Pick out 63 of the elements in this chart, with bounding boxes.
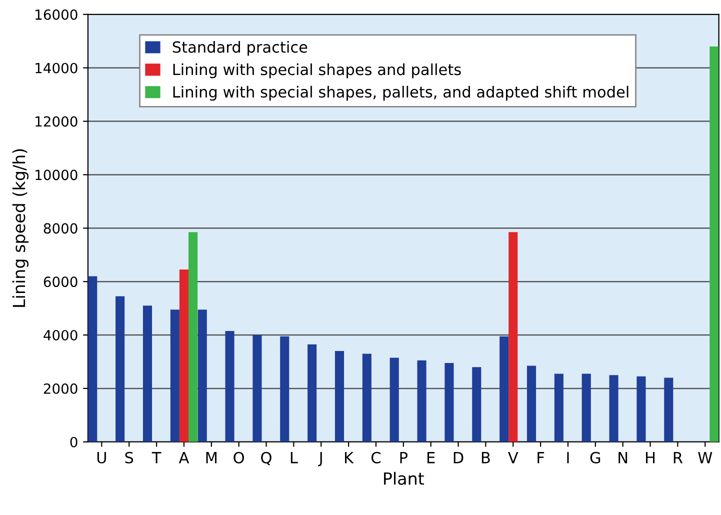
- bar: [116, 296, 125, 442]
- bar: [636, 376, 646, 442]
- x-tick-label: N: [618, 452, 628, 464]
- y-axis-title: Lining speed (kg/h): [12, 149, 28, 307]
- x-tick-label: Q: [261, 452, 272, 466]
- y-tick-label: 0: [70, 436, 78, 448]
- bar: [280, 336, 290, 442]
- x-tick-label: I: [567, 452, 569, 464]
- legend-label: Standard practice: [172, 40, 308, 56]
- x-tick-label: B: [482, 452, 490, 464]
- x-tick-label: T: [152, 452, 162, 464]
- bar: [198, 310, 207, 442]
- bar: [252, 335, 262, 442]
- y-tick-label: 12000: [36, 116, 78, 127]
- x-tick-label: K: [345, 452, 354, 464]
- bar: [170, 310, 180, 442]
- x-tick-label: V: [508, 452, 518, 464]
- x-tick-label: P: [400, 452, 408, 464]
- bar: [664, 378, 674, 442]
- y-tick-label: 10000: [36, 170, 78, 180]
- x-tick-label: J: [318, 452, 322, 466]
- x-tick-label: F: [538, 452, 544, 464]
- y-tick-label: 6000: [44, 276, 78, 288]
- y-tick-label: 4000: [44, 330, 78, 340]
- bar: [142, 306, 152, 442]
- bar: [88, 276, 98, 442]
- bar: [500, 336, 509, 442]
- y-tick-label: 2000: [44, 383, 78, 394]
- bar: [554, 374, 564, 442]
- bar: [188, 232, 198, 442]
- y-tick-label: 16000: [36, 9, 78, 20]
- bar: [472, 367, 482, 442]
- x-tick-label: S: [125, 452, 134, 464]
- y-tick-label: 8000: [44, 223, 78, 234]
- x-tick-label: E: [428, 452, 435, 464]
- x-tick-label: U: [97, 452, 106, 464]
- bar: [179, 270, 188, 442]
- bar: [308, 344, 317, 442]
- x-tick-label: O: [234, 452, 244, 464]
- x-tick-label: A: [178, 452, 190, 464]
- bar: [225, 331, 234, 442]
- x-tick-label: W: [698, 452, 712, 464]
- bar: [417, 360, 426, 442]
- x-tick-label: M: [206, 452, 216, 464]
- bar: [526, 366, 536, 442]
- x-axis-title: Plant: [384, 472, 424, 485]
- x-tick-label: H: [646, 452, 655, 464]
- legend-label: Lining with special shapes, pallets, and adapted shift model: [173, 86, 628, 101]
- bar: [710, 46, 719, 442]
- bar: [334, 351, 344, 442]
- bar: [582, 374, 591, 442]
- bar: [508, 232, 518, 442]
- x-tick-label: R: [674, 452, 683, 464]
- bar: [609, 375, 618, 442]
- x-tick-label: D: [454, 452, 464, 464]
- bar: [362, 354, 372, 442]
- legend-label: Lining with special shapes and pallets: [173, 63, 461, 78]
- bar: [390, 358, 399, 442]
- x-tick-label: C: [371, 452, 380, 464]
- bar: [444, 363, 454, 442]
- x-tick-label: G: [590, 452, 600, 464]
- y-tick-label: 14000: [36, 62, 78, 74]
- x-tick-label: L: [290, 452, 298, 464]
